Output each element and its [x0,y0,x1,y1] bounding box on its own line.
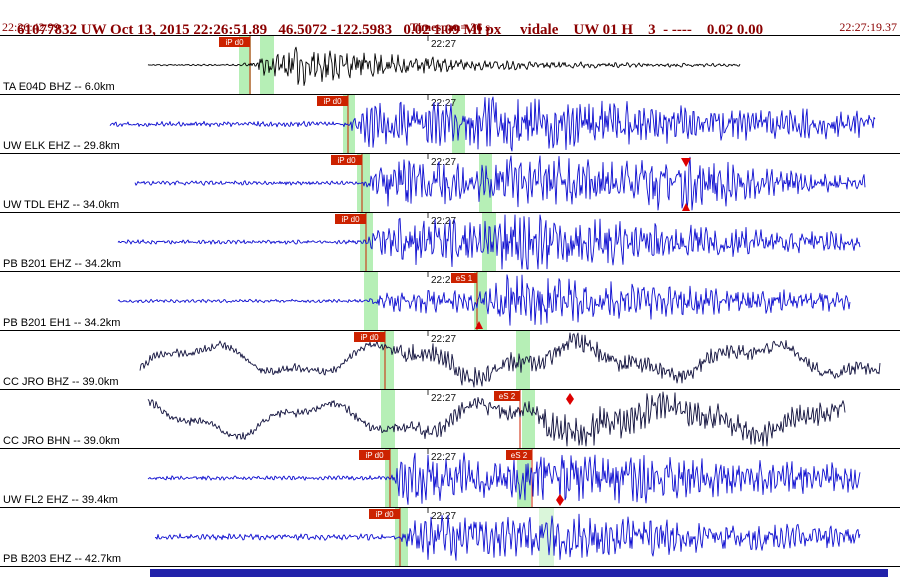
window-end-time: 22:27:19.37 [839,20,897,34]
station-label: PB B201 EH1 -- 34.2km [3,317,121,329]
station-label: CC JRO BHN -- 39.0km [3,435,120,447]
trace-row[interactable]: 22:27 iP d0 TA E04D BHZ -- 6.0km [0,36,900,95]
trace-row[interactable]: 22:27 iP d0 UW ELK EHZ -- 29.8km [0,95,900,154]
pick-flag-label: eS 2 [499,392,516,401]
waveform[interactable]: 22:27 eS 1 [0,272,900,330]
amplitude-marker-diamond [566,393,574,405]
time-tick-label: 22:27 [431,511,456,522]
pick-window-band[interactable] [343,95,355,153]
trace-row[interactable]: 22:27 eS 2 CC JRO BHN -- 39.0km [0,390,900,449]
time-tick-label: 22:27 [431,39,456,50]
station-label: UW FL2 EHZ -- 39.4km [3,494,118,506]
window-start-time: 22:26:42.99 [2,20,60,34]
trace-row[interactable]: 22:27 iP d0 UW TDL EHZ -- 34.0km [0,154,900,213]
pick-flag[interactable] [331,155,362,165]
waveform-path [147,391,846,447]
event-summary-bar: 61077832 UW Oct 13, 2015 22:26:51.89 46.… [0,0,900,38]
amplitude-marker [682,203,690,211]
waveform-path [147,46,741,86]
waveform[interactable]: 22:27 iP d0 [0,331,900,389]
station-label: TA E04D BHZ -- 6.0km [3,81,115,93]
time-tick-label: 22:27 [431,157,456,168]
time-tick-label: 22:27 [431,393,456,404]
pick-flag-label: iP d0 [341,215,360,224]
bottom-strip [0,567,900,580]
waveform-path [147,452,861,505]
time-tick-label: 22:27 [431,275,456,286]
pick-flag[interactable] [335,214,366,224]
pick-flag[interactable] [506,450,532,460]
amplitude-marker [681,158,691,167]
waveform[interactable]: 22:27 iP d0 [0,36,900,94]
time-tick-label: 22:27 [431,334,456,345]
pick-flag-label: iP d0 [365,451,384,460]
waveform[interactable]: 22:27 iP d0 [0,95,900,153]
trace-row[interactable]: 22:27 iP d0 eS 2 UW FL2 EHZ -- 39.4km [0,449,900,508]
trace-row[interactable]: 22:27 iP d0 CC JRO BHZ -- 39.0km [0,331,900,390]
trace-list: 22:27 iP d0 TA E04D BHZ -- 6.0km 22:27 iP … [0,35,900,567]
pick-flag-label: iP d0 [375,510,394,519]
pick-window-band[interactable] [517,449,531,507]
waveform-path [154,513,861,561]
trace-row[interactable]: 22:27 iP d0 PB B201 EHZ -- 34.2km [0,213,900,272]
clipped-next-trace-bar[interactable] [150,569,888,577]
event-summary-text: 61077832 UW Oct 13, 2015 22:26:51.89 46.… [17,22,764,38]
pick-flag-label: iP d0 [225,38,244,47]
waveform[interactable]: 22:27 iP d0 [0,508,900,566]
pick-flag[interactable] [369,509,400,519]
waveform-path [117,274,851,326]
pick-flag-label: eS 2 [511,451,528,460]
amplitude-marker-diamond [556,494,564,506]
pick-flag[interactable] [219,37,250,47]
pick-flag-label: iP d0 [360,333,379,342]
waveform[interactable]: 22:27 iP d0 [0,154,900,212]
pick-window-band[interactable] [260,36,274,94]
pick-flag-label: eS 1 [456,274,473,283]
pick-window-band[interactable] [539,508,554,566]
pick-window-band[interactable] [380,331,394,389]
pick-window-band[interactable] [239,36,251,94]
pick-flag[interactable] [354,332,385,342]
timespan-label: Timespan= 36 s [410,20,490,34]
waveform-path [134,155,866,211]
pick-window-band[interactable] [381,390,395,448]
pick-window-band[interactable] [364,272,378,330]
station-label: PB B201 EHZ -- 34.2km [3,258,121,270]
pick-window-band[interactable] [395,508,408,566]
waveform[interactable]: 22:27 eS 2 [0,390,900,448]
waveform[interactable]: 22:27 iP d0 eS 2 [0,449,900,507]
waveform-path [109,96,876,152]
time-axis-bar: 22:26:42.99 Timespan= 36 s 22:27:19.37 [0,20,900,35]
pick-flag-label: iP d0 [323,97,342,106]
pick-flag[interactable] [317,96,348,106]
waveform-path [139,332,881,388]
pick-flag[interactable] [451,273,477,283]
pick-window-band[interactable] [452,95,465,153]
amplitude-marker [475,321,483,329]
pick-flag-label: iP d0 [337,156,356,165]
trace-row[interactable]: 22:27 iP d0 PB B203 EHZ -- 42.7km [0,508,900,567]
station-label: UW ELK EHZ -- 29.8km [3,140,120,152]
trace-row[interactable]: 22:27 eS 1 PB B201 EH1 -- 34.2km [0,272,900,331]
pick-flag[interactable] [494,391,520,401]
time-tick-label: 22:27 [431,452,456,463]
waveform-path [117,214,861,270]
time-tick-label: 22:27 [431,216,456,227]
pick-window-band[interactable] [522,390,535,448]
station-label: PB B203 EHZ -- 42.7km [3,553,121,565]
time-tick-label: 22:27 [431,98,456,109]
station-label: UW TDL EHZ -- 34.0km [3,199,120,211]
waveform[interactable]: 22:27 iP d0 [0,213,900,271]
pick-flag[interactable] [359,450,390,460]
station-label: CC JRO BHZ -- 39.0km [3,376,119,388]
